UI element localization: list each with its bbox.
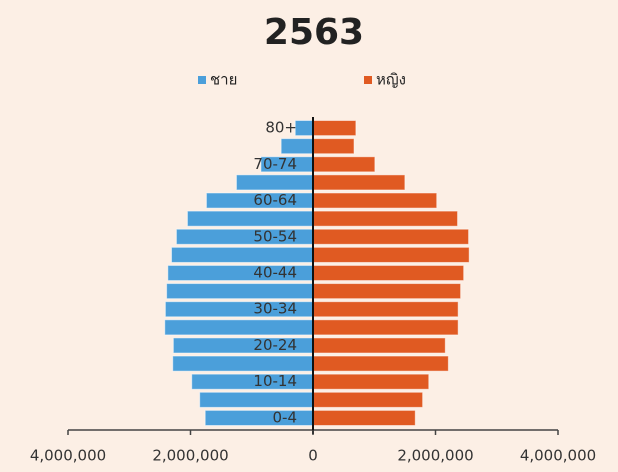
age-label: 70-74 [253,155,297,173]
legend-swatch [198,76,206,84]
bar [312,156,376,173]
bar [312,246,470,263]
x-tick-label: 4,000,000 [520,447,596,465]
bar [312,319,459,336]
bar [312,264,465,282]
bar [166,283,314,300]
bar [312,373,430,390]
legend-label: ชาย [210,71,237,89]
bar [164,319,314,336]
x-tick-label: 2,000,000 [152,447,228,465]
bar [312,210,459,227]
bar [312,355,449,372]
bar [312,391,424,408]
age-label: 80+ [265,119,297,137]
bar [186,210,314,227]
age-label: 60-64 [253,191,297,209]
age-label: 40-44 [253,264,297,282]
x-tick-label: 4,000,000 [30,447,106,465]
age-label: 50-54 [253,227,297,245]
bar [280,138,314,155]
bar [312,120,357,137]
bar [312,138,355,155]
bar [294,120,314,137]
bar [312,192,438,209]
bar [235,174,314,191]
age-label: 0-4 [273,408,298,426]
x-tick-label: 0 [308,447,318,465]
bar [312,337,446,354]
bar [312,283,462,300]
bar [312,174,406,191]
bar [199,391,314,408]
bar [312,301,459,318]
bar [312,228,470,245]
bar [172,355,314,372]
age-label: 20-24 [253,336,297,354]
bar [171,246,314,263]
chart-title: 2563 [264,12,364,53]
age-label: 30-34 [253,300,297,318]
x-tick-label: 2,000,000 [397,447,473,465]
legend-label: หญิง [376,71,406,89]
legend-swatch [364,76,372,84]
bar [312,409,416,427]
age-label: 10-14 [253,372,297,390]
